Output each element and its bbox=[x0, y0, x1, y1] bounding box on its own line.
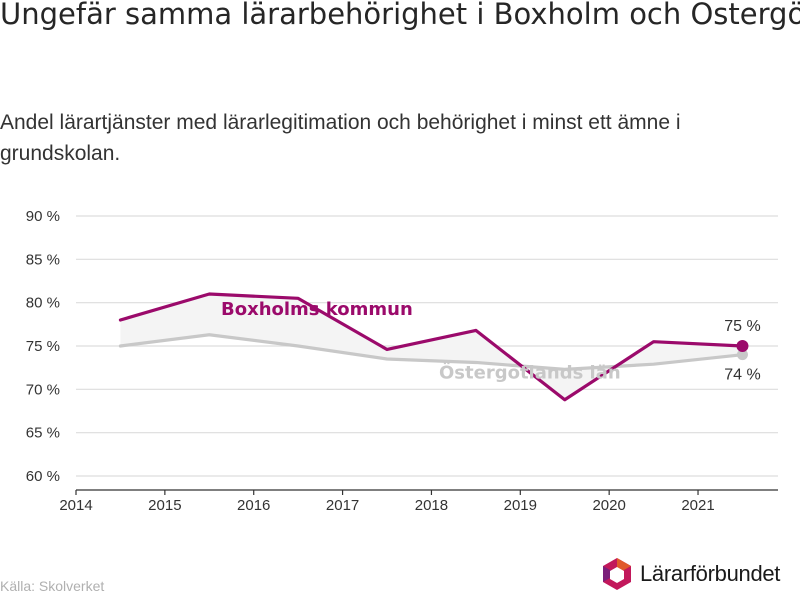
gap-band bbox=[120, 294, 743, 400]
x-tick-label: 2018 bbox=[415, 497, 448, 514]
y-tick-label: 75 % bbox=[26, 338, 60, 355]
source-note: Källa: Skolverket bbox=[0, 578, 105, 594]
logo-wordmark: Lärarförbundet bbox=[640, 561, 781, 586]
lararforbundet-logo: Lärarförbundet bbox=[600, 556, 800, 592]
x-tick-label: 2019 bbox=[504, 497, 537, 514]
series-label-boxholm: Boxholms kommun bbox=[221, 299, 413, 320]
end-label-boxholm: 75 % bbox=[724, 318, 760, 335]
x-axis: 2014 2015 2016 2017 2018 2019 2020 2021 bbox=[59, 489, 778, 514]
chart-title: Ungefär samma lärarbehörighet i Boxholm … bbox=[0, 0, 800, 31]
x-tick-label: 2017 bbox=[326, 497, 359, 514]
y-tick-label: 80 % bbox=[26, 295, 60, 312]
series-line-boxholm bbox=[118, 292, 745, 402]
chart-marks bbox=[118, 292, 749, 402]
series-label-ostergotland: Östergötlands län bbox=[439, 361, 621, 383]
line-chart: 60 %65 %70 %75 %80 %85 %90 % 2014 2015 201… bbox=[26, 208, 778, 514]
chart-subtitle: Andel lärartjänster med lärarlegitimatio… bbox=[0, 111, 681, 165]
x-tick-label: 2020 bbox=[592, 497, 625, 514]
x-tick-label: 2021 bbox=[681, 497, 714, 514]
x-tick-label: 2014 bbox=[59, 497, 92, 514]
end-point-boxholm bbox=[736, 340, 749, 352]
series-line-ostergotland bbox=[118, 333, 745, 371]
x-tick-label: 2016 bbox=[237, 497, 270, 514]
y-tick-label: 70 % bbox=[26, 381, 60, 398]
y-tick-label: 90 % bbox=[26, 208, 60, 225]
logo-mark-icon bbox=[603, 558, 631, 590]
y-axis-ticks: 60 % 65 % 70 % 75 % 80 % 85 % 90 % bbox=[26, 208, 60, 485]
end-point-ostergotland bbox=[736, 349, 748, 361]
y-tick-label: 65 % bbox=[26, 425, 60, 442]
y-tick-label: 60 % bbox=[26, 468, 60, 485]
end-label-ostergotland: 74 % bbox=[724, 367, 760, 384]
y-tick-label: 85 % bbox=[26, 251, 60, 268]
x-tick-label: 2015 bbox=[148, 497, 181, 514]
